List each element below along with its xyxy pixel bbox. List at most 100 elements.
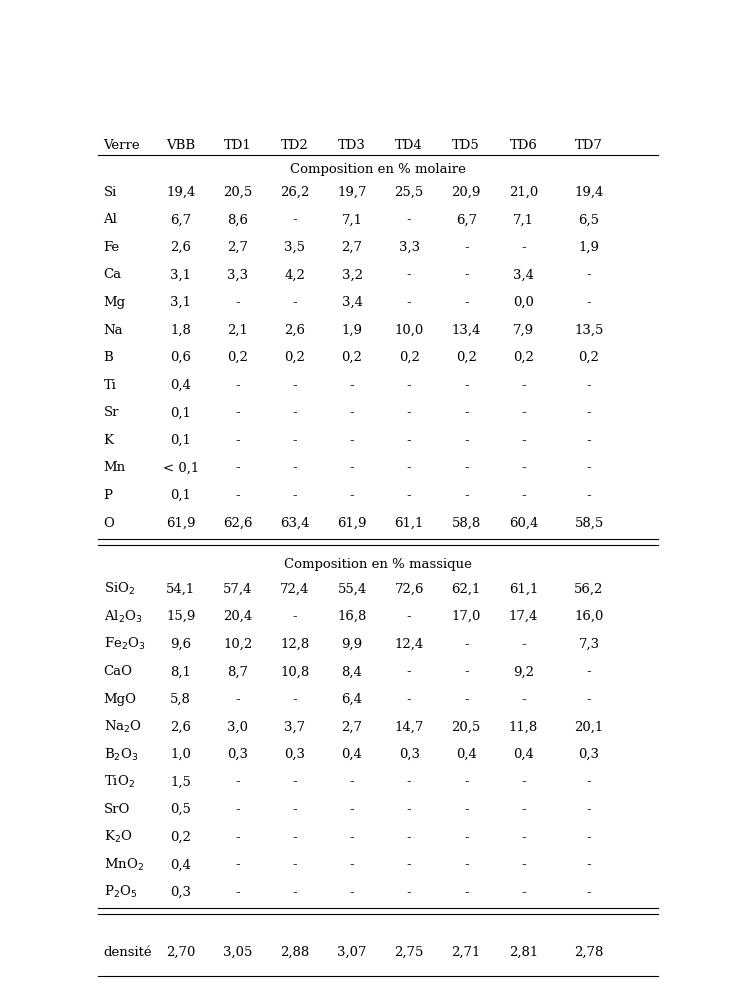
Text: 54,1: 54,1 xyxy=(166,581,195,595)
Text: -: - xyxy=(464,268,469,281)
Text: -: - xyxy=(349,802,354,815)
Text: -: - xyxy=(235,379,240,392)
Text: 3,0: 3,0 xyxy=(227,720,248,733)
Text: 19,4: 19,4 xyxy=(166,186,195,199)
Text: 2,7: 2,7 xyxy=(227,241,248,253)
Text: < 0,1: < 0,1 xyxy=(163,461,199,474)
Text: Composition en % massique: Composition en % massique xyxy=(284,558,472,571)
Text: Na: Na xyxy=(103,323,123,336)
Text: -: - xyxy=(587,830,591,843)
Text: -: - xyxy=(235,692,240,705)
Text: -: - xyxy=(464,637,469,650)
Text: 62,6: 62,6 xyxy=(223,516,253,529)
Text: 9,2: 9,2 xyxy=(513,665,534,678)
Text: Mg: Mg xyxy=(103,295,126,309)
Text: 57,4: 57,4 xyxy=(223,581,253,595)
Text: -: - xyxy=(587,268,591,281)
Text: 20,5: 20,5 xyxy=(223,186,252,199)
Text: 0,1: 0,1 xyxy=(170,489,191,502)
Text: -: - xyxy=(407,609,411,622)
Text: 3,07: 3,07 xyxy=(338,944,367,958)
Text: -: - xyxy=(587,433,591,446)
Text: VBB: VBB xyxy=(166,139,195,152)
Text: -: - xyxy=(521,489,525,502)
Text: Sr: Sr xyxy=(103,406,119,418)
Text: TD3: TD3 xyxy=(338,139,366,152)
Text: 2,75: 2,75 xyxy=(394,944,424,958)
Text: -: - xyxy=(464,295,469,309)
Text: 17,0: 17,0 xyxy=(452,609,481,622)
Text: 3,1: 3,1 xyxy=(170,295,191,309)
Text: -: - xyxy=(235,802,240,815)
Text: B: B xyxy=(103,351,113,364)
Text: -: - xyxy=(293,406,297,418)
Text: Mn: Mn xyxy=(103,461,126,474)
Text: TD4: TD4 xyxy=(395,139,423,152)
Text: 10,0: 10,0 xyxy=(394,323,424,336)
Text: densité: densité xyxy=(103,944,152,958)
Text: -: - xyxy=(587,775,591,788)
Text: -: - xyxy=(521,858,525,871)
Text: 8,7: 8,7 xyxy=(227,665,248,678)
Text: -: - xyxy=(521,379,525,392)
Text: 0,4: 0,4 xyxy=(455,747,477,760)
Text: TD6: TD6 xyxy=(509,139,537,152)
Text: 13,5: 13,5 xyxy=(574,323,604,336)
Text: 61,1: 61,1 xyxy=(394,516,424,529)
Text: 8,1: 8,1 xyxy=(170,665,191,678)
Text: 2,7: 2,7 xyxy=(341,720,363,733)
Text: -: - xyxy=(407,295,411,309)
Text: 25,5: 25,5 xyxy=(394,186,424,199)
Text: 17,4: 17,4 xyxy=(509,609,538,622)
Text: 16,0: 16,0 xyxy=(574,609,604,622)
Text: -: - xyxy=(235,489,240,502)
Text: 6,4: 6,4 xyxy=(341,692,363,705)
Text: 0,2: 0,2 xyxy=(513,351,534,364)
Text: 0,4: 0,4 xyxy=(170,379,191,392)
Text: 2,71: 2,71 xyxy=(452,944,481,958)
Text: 5,8: 5,8 xyxy=(170,692,191,705)
Text: -: - xyxy=(407,489,411,502)
Text: -: - xyxy=(293,692,297,705)
Text: Na$_2$O: Na$_2$O xyxy=(103,719,142,735)
Text: 72,6: 72,6 xyxy=(394,581,424,595)
Text: -: - xyxy=(407,802,411,815)
Text: 0,2: 0,2 xyxy=(341,351,363,364)
Text: 3,1: 3,1 xyxy=(170,268,191,281)
Text: 3,4: 3,4 xyxy=(341,295,363,309)
Text: K$_2$O: K$_2$O xyxy=(103,828,132,845)
Text: -: - xyxy=(587,379,591,392)
Text: -: - xyxy=(521,433,525,446)
Text: 1,9: 1,9 xyxy=(579,241,599,253)
Text: P: P xyxy=(103,489,113,502)
Text: TD7: TD7 xyxy=(575,139,603,152)
Text: -: - xyxy=(407,433,411,446)
Text: 7,1: 7,1 xyxy=(341,213,363,226)
Text: 2,7: 2,7 xyxy=(341,241,363,253)
Text: 1,5: 1,5 xyxy=(170,775,191,788)
Text: -: - xyxy=(521,775,525,788)
Text: -: - xyxy=(587,858,591,871)
Text: 20,9: 20,9 xyxy=(452,186,481,199)
Text: -: - xyxy=(521,885,525,898)
Text: 60,4: 60,4 xyxy=(509,516,538,529)
Text: -: - xyxy=(349,379,354,392)
Text: SiO$_2$: SiO$_2$ xyxy=(103,580,135,596)
Text: 16,8: 16,8 xyxy=(338,609,367,622)
Text: 2,1: 2,1 xyxy=(227,323,248,336)
Text: Fe: Fe xyxy=(103,241,119,253)
Text: -: - xyxy=(464,775,469,788)
Text: -: - xyxy=(521,802,525,815)
Text: 6,7: 6,7 xyxy=(170,213,191,226)
Text: -: - xyxy=(407,461,411,474)
Text: Verre: Verre xyxy=(103,139,140,152)
Text: -: - xyxy=(235,858,240,871)
Text: -: - xyxy=(464,692,469,705)
Text: 0,1: 0,1 xyxy=(170,406,191,418)
Text: 6,5: 6,5 xyxy=(579,213,599,226)
Text: 2,88: 2,88 xyxy=(280,944,310,958)
Text: 1,8: 1,8 xyxy=(170,323,191,336)
Text: O: O xyxy=(103,516,114,529)
Text: TiO$_2$: TiO$_2$ xyxy=(103,773,135,789)
Text: 3,3: 3,3 xyxy=(227,268,248,281)
